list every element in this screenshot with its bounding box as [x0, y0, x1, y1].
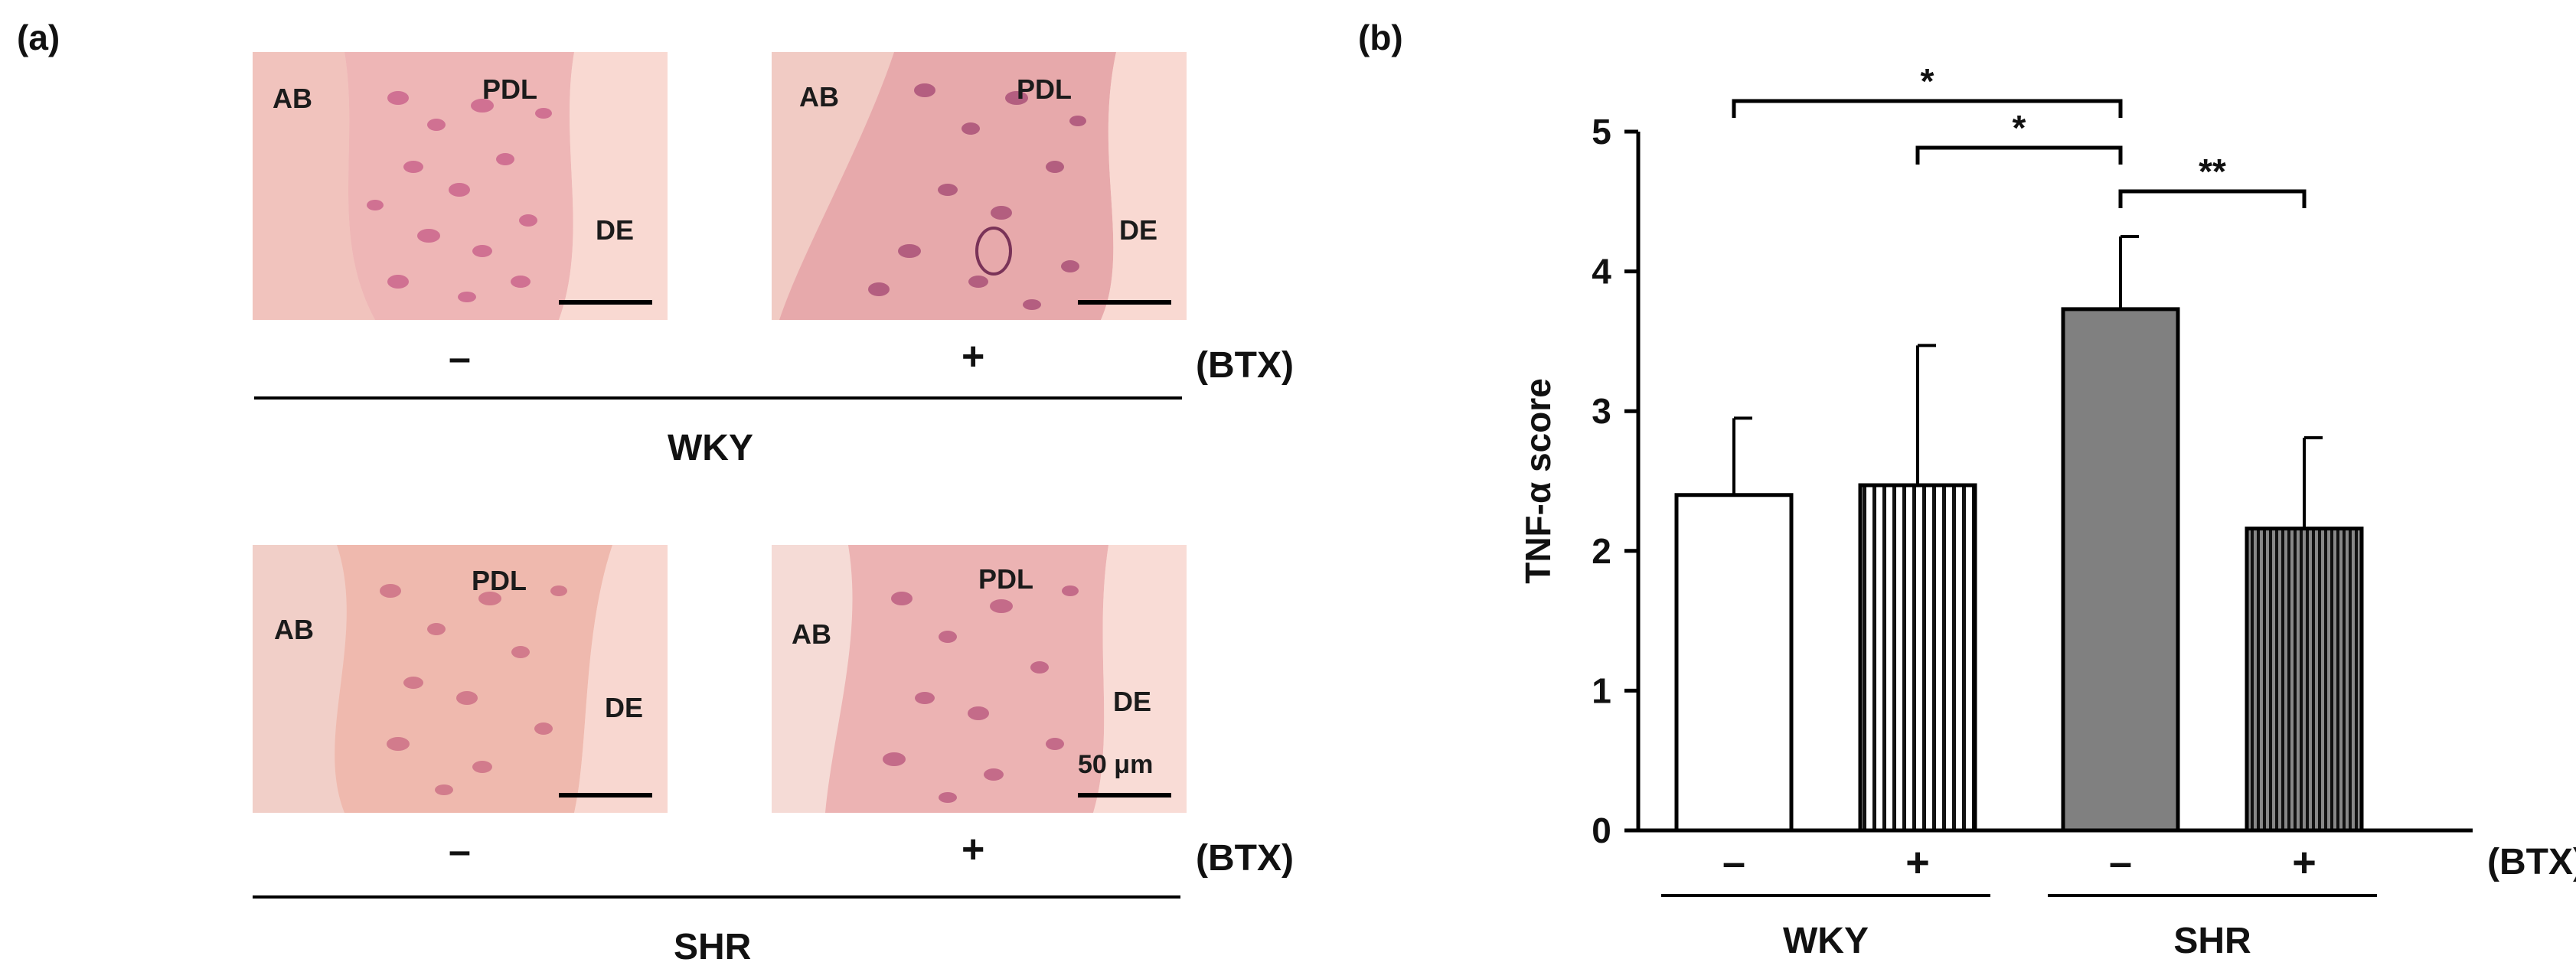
- significance-label: **: [2199, 152, 2226, 191]
- micrograph-shr-plus-image: [772, 545, 1187, 813]
- group-label-wky: WKY: [668, 428, 753, 468]
- bar: [1674, 493, 1794, 833]
- significance-bracket: [2118, 189, 2307, 208]
- treatment-sign-wky-plus: +: [962, 334, 985, 379]
- treatment-label: (BTX): [2487, 842, 2576, 882]
- label-pdl: PDL: [482, 73, 537, 105]
- label-de: DE: [596, 214, 635, 246]
- category-label: –: [2109, 840, 2132, 886]
- group-line-wky: [254, 396, 1182, 400]
- scale-label: 50 μm: [1078, 750, 1154, 779]
- scale-bar: [1078, 793, 1171, 797]
- scale-bar: [1078, 300, 1171, 305]
- significance-label: *: [2013, 108, 2026, 148]
- scale-bar: [559, 300, 652, 305]
- label-pdl: PDL: [1017, 73, 1072, 105]
- category-label: –: [1722, 840, 1745, 886]
- label-ab: AB: [273, 83, 312, 114]
- y-tick-label: 0: [1592, 811, 1611, 850]
- micrograph-wky-minus: AB PDL DE: [253, 52, 668, 320]
- y-tick-label: 3: [1592, 391, 1611, 431]
- significance-label: *: [1921, 61, 1934, 101]
- micrograph-wky-plus: AB PDL DE: [772, 52, 1187, 320]
- y-tick-label: 2: [1592, 531, 1611, 571]
- group-line-shr: [253, 895, 1180, 899]
- label-de: DE: [1119, 214, 1158, 246]
- treatment-label-row2: (BTX): [1196, 838, 1294, 879]
- significance-bracket: [1915, 145, 2123, 165]
- bar: [1858, 483, 1977, 833]
- micrograph-shr-minus: AB PDL DE: [253, 545, 668, 813]
- group-label: SHR: [2173, 921, 2251, 961]
- y-tick-label: 1: [1592, 670, 1611, 710]
- label-ab: AB: [792, 618, 831, 650]
- micrograph-wky-plus-image: [772, 52, 1187, 320]
- treatment-sign-wky-minus: –: [449, 336, 471, 380]
- group-label-shr: SHR: [674, 927, 752, 967]
- scale-bar: [559, 793, 652, 797]
- treatment-sign-shr-plus: +: [962, 827, 985, 872]
- label-pdl: PDL: [472, 565, 527, 596]
- y-tick-label: 4: [1592, 252, 1611, 292]
- treatment-label-row1: (BTX): [1196, 345, 1294, 386]
- micrograph-shr-minus-image: [253, 545, 668, 813]
- label-ab: AB: [274, 614, 314, 645]
- label-pdl: PDL: [978, 563, 1033, 595]
- bar: [2061, 307, 2180, 833]
- micrograph-wky-minus-image: [253, 52, 668, 320]
- panel-b-label: (b): [1358, 18, 1403, 57]
- micrograph-shr-plus: AB PDL DE 50 μm: [772, 545, 1187, 813]
- label-ab: AB: [799, 81, 839, 113]
- panel-a-label: (a): [17, 18, 60, 57]
- y-axis-label: TNF-α score: [1518, 378, 1558, 584]
- category-label: +: [1905, 840, 1930, 886]
- label-de: DE: [1113, 686, 1152, 717]
- y-tick-label: 5: [1592, 112, 1611, 152]
- label-de: DE: [605, 692, 644, 723]
- treatment-sign-shr-minus: –: [449, 829, 471, 873]
- category-label: +: [2292, 840, 2316, 886]
- bar: [2245, 527, 2364, 833]
- group-label: WKY: [1783, 921, 1869, 961]
- significance-bracket: [1732, 99, 2123, 118]
